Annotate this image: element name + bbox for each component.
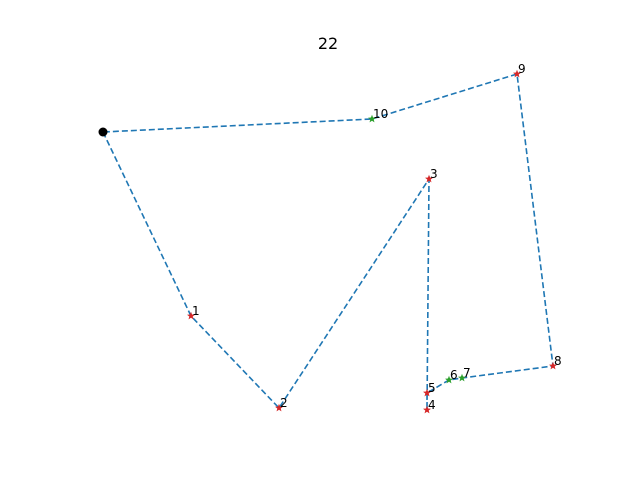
node-label-7: 7 bbox=[463, 366, 471, 380]
chart-title: 22 bbox=[318, 34, 338, 53]
node-label-8: 8 bbox=[554, 354, 562, 368]
node-marker-6 bbox=[445, 375, 453, 384]
node-label-5: 5 bbox=[428, 381, 436, 395]
node-marker-3 bbox=[425, 174, 433, 183]
node-marker-9 bbox=[513, 69, 521, 78]
node-label-6: 6 bbox=[450, 368, 458, 382]
node-label-9: 9 bbox=[518, 62, 526, 76]
node-label-3: 3 bbox=[430, 167, 438, 181]
node-marker-4 bbox=[423, 405, 431, 414]
node-labels: 1 2 3 4 56 7 8 9 10 bbox=[192, 62, 562, 412]
node-marker-5 bbox=[423, 388, 431, 397]
node-marker-2 bbox=[275, 403, 283, 412]
node-label-1: 1 bbox=[192, 304, 200, 318]
depot-marker bbox=[98, 127, 108, 137]
node-label-10: 10 bbox=[373, 107, 388, 121]
route-line bbox=[102, 72, 554, 411]
node-marker-1 bbox=[187, 311, 195, 320]
node-label-2: 2 bbox=[280, 396, 288, 410]
route-nodes bbox=[98, 69, 557, 414]
node-marker-10 bbox=[368, 114, 376, 123]
node-marker-8 bbox=[549, 361, 557, 370]
node-marker-7 bbox=[458, 373, 466, 382]
node-label-4: 4 bbox=[428, 398, 436, 412]
route-path bbox=[102, 72, 554, 411]
